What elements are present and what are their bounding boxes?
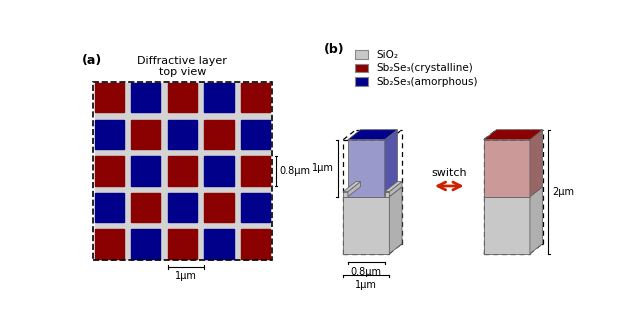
Bar (95, 83, 270, 259)
Bar (95, 83, 124, 112)
Bar (204, 83, 234, 112)
Bar (204, 156, 234, 185)
Polygon shape (348, 130, 397, 140)
Polygon shape (343, 181, 360, 191)
Polygon shape (348, 140, 385, 197)
Bar (241, 193, 270, 222)
Bar (241, 156, 270, 185)
Polygon shape (385, 130, 397, 197)
Bar (168, 193, 197, 222)
Bar (131, 120, 161, 149)
Text: 1μm: 1μm (175, 271, 197, 281)
Text: 0.8μm: 0.8μm (279, 166, 310, 176)
Bar (95, 193, 124, 222)
Text: 2μm: 2μm (552, 187, 574, 197)
Polygon shape (343, 197, 389, 254)
Bar (204, 229, 234, 259)
Text: 1μm: 1μm (355, 280, 377, 290)
Bar (168, 120, 197, 149)
Polygon shape (484, 140, 530, 197)
Polygon shape (348, 181, 360, 197)
Bar (95, 156, 124, 185)
Bar (95, 229, 124, 259)
Bar (204, 193, 234, 222)
Bar (95, 120, 124, 149)
Polygon shape (530, 130, 543, 197)
Bar (131, 229, 161, 259)
Polygon shape (484, 187, 543, 197)
Bar (204, 120, 234, 149)
Bar (168, 83, 197, 112)
Polygon shape (389, 187, 402, 254)
Bar (168, 156, 197, 185)
Polygon shape (343, 187, 402, 197)
Polygon shape (385, 191, 389, 197)
Polygon shape (484, 130, 543, 140)
Polygon shape (385, 181, 402, 191)
Polygon shape (389, 181, 402, 197)
Bar (131, 83, 161, 112)
Polygon shape (530, 187, 543, 254)
Text: 1μm: 1μm (312, 163, 334, 173)
Bar (241, 229, 270, 259)
Text: (a): (a) (82, 54, 102, 67)
Text: Diffractive layer
top view: Diffractive layer top view (138, 56, 227, 77)
Polygon shape (343, 191, 348, 197)
Legend: SiO₂, Sb₂Se₃(crystalline), Sb₂Se₃(amorphous): SiO₂, Sb₂Se₃(crystalline), Sb₂Se₃(amorph… (353, 48, 479, 89)
Text: (b): (b) (324, 43, 344, 56)
Polygon shape (484, 197, 530, 254)
Bar (131, 193, 161, 222)
Bar (168, 229, 197, 259)
Bar (241, 120, 270, 149)
Text: 0.8μm: 0.8μm (351, 267, 382, 277)
Bar (131, 156, 161, 185)
Bar (241, 83, 270, 112)
Text: switch: switch (431, 168, 467, 178)
